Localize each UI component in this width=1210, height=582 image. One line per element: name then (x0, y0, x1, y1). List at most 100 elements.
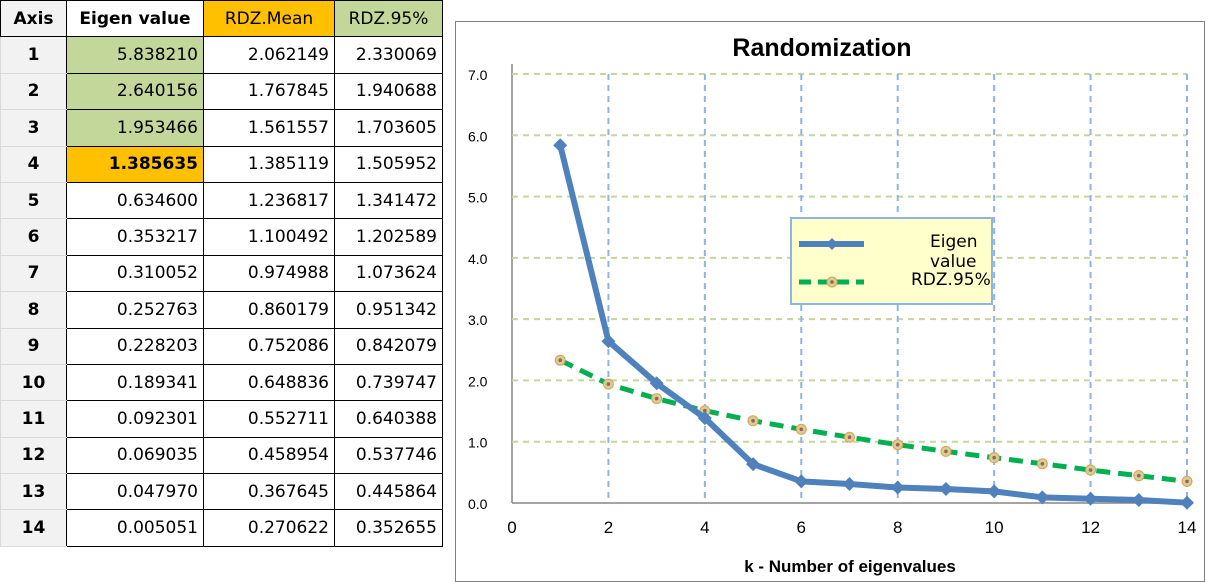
table-row: 9 0.228203 0.752086 0.842079 (0, 327, 443, 365)
axis-cell: 8 (0, 291, 67, 329)
table-header-row: Axis Eigen value RDZ.Mean RDZ.95% (0, 0, 443, 38)
table-row: 5 0.634600 1.236817 1.341472 (0, 181, 443, 220)
axis-cell: 1 (0, 36, 67, 74)
x-tick-label: 4 (700, 518, 709, 537)
rdz-95-cell: 1.073624 (334, 254, 443, 293)
eigen-value-point (987, 484, 1002, 499)
y-tick-label: 6.0 (468, 128, 488, 144)
eigen-value-point (1180, 495, 1194, 510)
table-row: 12 0.069035 0.458954 0.537746 (0, 436, 443, 475)
rdz-mean-cell: 1.561557 (203, 109, 335, 147)
y-tick-label: 2.0 (468, 373, 488, 389)
rdz-95-point-center (1185, 479, 1189, 484)
x-tick-label: 10 (985, 518, 1004, 537)
legend-swatch-eigen-value (799, 238, 864, 250)
eigen-value-point (1083, 491, 1098, 506)
rdz-95-point-center (992, 455, 996, 460)
y-tick-label: 7.0 (468, 67, 488, 83)
rdz-95-cell: 1.940688 (334, 72, 443, 111)
eigen-value-cell: 0.634600 (66, 181, 204, 220)
rdz-mean-cell: 1.385119 (203, 145, 335, 183)
rdz-95-cell: 1.202589 (334, 218, 443, 256)
axis-cell: 7 (0, 254, 67, 293)
axis-cell: 11 (0, 400, 67, 438)
header-eigen-value: Eigen value (66, 0, 204, 38)
rdz-95-cell: 0.352655 (334, 509, 443, 547)
table-row: 6 0.353217 1.100492 1.202589 (0, 218, 443, 256)
rdz-95-cell: 1.703605 (334, 109, 443, 147)
y-tick-label: 1.0 (468, 435, 488, 451)
y-tick-label: 5.0 (468, 190, 488, 206)
rdz-95-point-center (654, 396, 659, 401)
eigen-value-cell: 5.838210 (66, 36, 204, 74)
rdz-95-point-center (703, 408, 707, 413)
header-rdz-95: RDZ.95% (334, 0, 443, 38)
rdz-mean-cell: 0.648836 (203, 363, 335, 402)
axis-cell: 5 (0, 181, 67, 220)
table-row: 13 0.047970 0.367645 0.445864 (0, 473, 443, 511)
x-axis-label: k - Number of eigenvalues (744, 557, 956, 576)
axis-cell: 6 (0, 218, 67, 256)
eigen-value-point (890, 480, 905, 495)
eigen-value-point (649, 376, 664, 391)
eigen-value-cell: 0.252763 (66, 291, 204, 329)
series-rdz-95-line (559, 357, 1188, 484)
eigen-value-cell: 1.953466 (66, 109, 204, 147)
x-tick-label: 8 (893, 518, 902, 537)
eigen-value-cell: 1.385635 (66, 145, 204, 183)
rdz-95-point-center (944, 449, 948, 454)
eigenvalue-table: Axis Eigen value RDZ.Mean RDZ.95% 1 5.838… (0, 0, 443, 547)
eigen-value-cell: 0.189341 (66, 363, 204, 402)
eigen-value-point (1131, 493, 1146, 508)
axis-cell: 4 (0, 145, 67, 183)
header-axis: Axis (0, 0, 67, 38)
table-row: 4 1.385635 1.385119 1.505952 (0, 145, 443, 183)
table-row: 11 0.092301 0.552711 0.640388 (0, 400, 443, 438)
rdz-95-cell: 0.445864 (334, 473, 443, 511)
rdz-mean-cell: 0.752086 (203, 327, 335, 365)
rdz-95-cell: 2.330069 (334, 36, 443, 74)
rdz-95-point-center (751, 418, 755, 423)
rdz-95-cell: 0.842079 (334, 327, 443, 365)
rdz-95-cell: 0.537746 (334, 436, 443, 475)
y-tick-label: 4.0 (468, 251, 488, 267)
series-eigen-value-line (557, 144, 1188, 506)
x-tick-label: 14 (1178, 518, 1197, 537)
eigen-value-cell: 0.228203 (66, 327, 204, 365)
header-rdz-mean: RDZ.Mean (203, 0, 335, 38)
axis-cell: 12 (0, 436, 67, 475)
eigen-value-cell: 0.353217 (66, 218, 204, 256)
y-tick-label: 3.0 (468, 312, 488, 328)
legend-item-eigen-value: Eigen value (792, 229, 992, 272)
rdz-95-point-center (606, 382, 611, 386)
table-row: 3 1.953466 1.561557 1.703605 (0, 109, 443, 147)
x-tick-label: 6 (797, 518, 806, 537)
rdz-95-point-center (1088, 468, 1093, 472)
eigen-value-cell: 2.640156 (66, 72, 204, 111)
eigen-value-cell: 0.069035 (66, 436, 204, 475)
eigen-value-point (697, 411, 712, 426)
rdz-mean-cell: 1.767845 (203, 72, 335, 111)
eigen-value-point (842, 476, 857, 491)
table-row: 14 0.005051 0.270622 0.352655 (0, 509, 443, 547)
axis-cell: 13 (0, 473, 67, 511)
eigen-value-point (553, 138, 568, 153)
x-tick-label: 12 (1081, 518, 1100, 537)
rdz-95-cell: 0.951342 (334, 291, 443, 329)
rdz-mean-cell: 0.270622 (203, 509, 335, 547)
legend-label-rdz-95: RDZ.95% (911, 270, 991, 290)
table-row: 2 2.640156 1.767845 1.940688 (0, 72, 443, 111)
eigen-value-point (938, 482, 953, 497)
legend-label-eigen-value: Eigen value (930, 232, 978, 272)
eigenvalue-table-area: Axis Eigen value RDZ.Mean RDZ.95% 1 5.838… (0, 0, 450, 582)
y-tick-label: 0.0 (468, 496, 488, 512)
chart-title: Randomization (732, 34, 911, 62)
rdz-95-point-center (799, 427, 804, 432)
x-tick-label: 0 (507, 518, 516, 537)
table-row: 8 0.252763 0.860179 0.951342 (0, 291, 443, 329)
chart-legend: Eigen value RDZ.95% (790, 217, 993, 305)
axis-cell: 2 (0, 72, 67, 111)
legend-swatch-rdz-95 (799, 276, 864, 288)
rdz-mean-cell: 0.367645 (203, 473, 335, 511)
rdz-95-point-center (558, 358, 563, 363)
